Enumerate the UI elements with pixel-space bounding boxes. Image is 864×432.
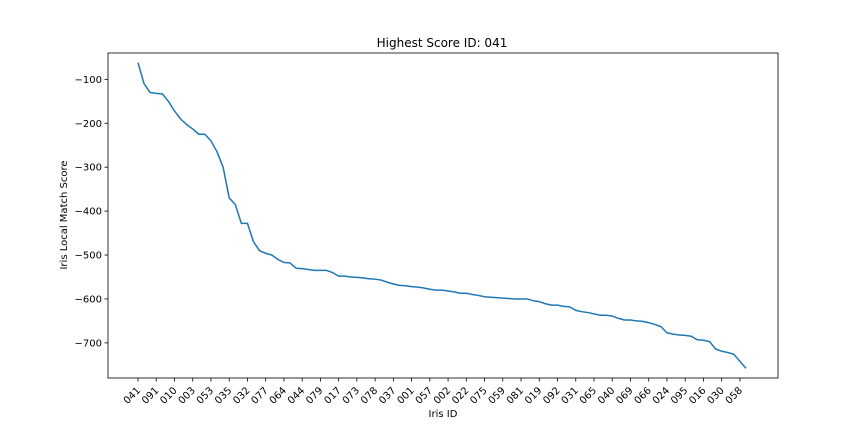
y-tick-label: −300 [75,163,102,174]
y-tick-label: −200 [75,119,102,130]
x-tick-label: 066 [633,385,654,406]
x-tick-label: 031 [560,385,581,406]
x-tick-label: 041 [122,385,143,406]
x-axis: 0410910100030530350320770640440790170730… [122,378,745,407]
x-tick-label: 040 [596,385,617,406]
y-tick-label: −600 [75,294,102,305]
y-tick-label: −100 [75,75,102,86]
y-tick-label: −700 [75,338,102,349]
x-tick-label: 016 [687,385,708,406]
x-tick-label: 030 [706,385,727,406]
y-tick-label: −500 [75,251,102,262]
x-tick-label: 058 [724,385,745,406]
x-tick-label: 073 [341,385,362,406]
y-axis: −100 −200 −300 −400 −500 −600 −700 [75,75,108,349]
x-tick-label: 057 [414,385,435,406]
x-tick-label: 064 [268,385,289,406]
x-tick-label: 065 [578,385,599,406]
series-layer [137,62,747,369]
x-tick-label: 032 [231,385,252,406]
x-tick-label: 079 [304,385,325,406]
x-tick-label: 022 [450,385,471,406]
y-tick-label: −400 [75,207,102,218]
plot-frame [107,52,779,379]
x-tick-label: 092 [541,385,562,406]
x-tick-label: 019 [523,385,544,406]
x-tick-label: 010 [158,385,179,406]
x-tick-label: 053 [195,385,216,406]
x-tick-label: 078 [359,385,380,406]
x-tick-label: 059 [487,385,508,406]
x-tick-label: 035 [213,385,234,406]
x-tick-label: 001 [395,385,416,406]
x-tick-label: 077 [250,385,271,406]
plot-area [107,52,779,379]
x-tick-label: 069 [614,385,635,406]
x-tick-label: 044 [286,385,307,406]
x-axis-label: Iris ID [429,409,458,420]
series-line [137,62,747,369]
chart-title: Highest Score ID: 041 [377,36,508,50]
x-tick-label: 037 [377,385,398,406]
x-tick-label: 002 [432,385,453,406]
x-tick-label: 081 [505,385,526,406]
x-tick-label: 095 [669,385,690,406]
x-tick-label: 017 [322,385,343,406]
x-tick-label: 003 [177,385,198,406]
x-tick-label: 024 [651,385,672,406]
x-tick-label: 075 [468,385,489,406]
y-axis-label: Iris Local Match Score [59,160,70,269]
x-tick-label: 091 [140,385,161,406]
